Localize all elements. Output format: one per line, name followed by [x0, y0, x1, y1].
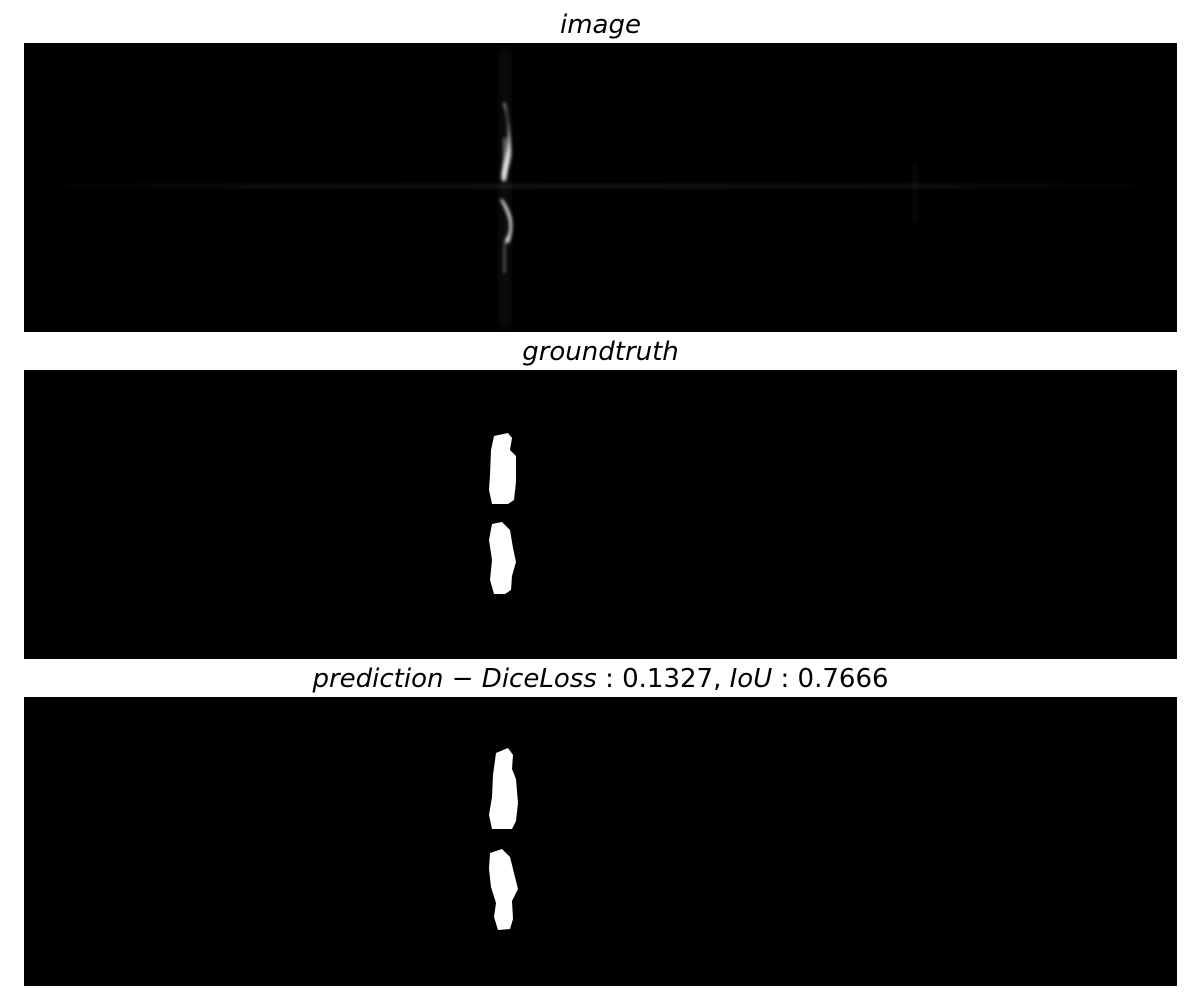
- metric-separator: ,: [713, 664, 730, 694]
- prediction-title-prefix: prediction: [312, 664, 444, 694]
- dice-loss-label: DiceLoss: [481, 664, 597, 694]
- iou-label: IoU: [729, 664, 773, 694]
- dice-loss-value: 0.1327: [622, 664, 714, 694]
- groundtruth-panel-title: groundtruth: [24, 337, 1177, 367]
- iou-colon: :: [772, 664, 798, 694]
- groundtruth-lower-blob: [489, 522, 516, 594]
- prediction-panel: [24, 697, 1177, 986]
- prediction-mask: [24, 697, 1177, 986]
- groundtruth-title-text: groundtruth: [522, 337, 679, 367]
- groundtruth-mask: [24, 370, 1177, 659]
- ultrasound-image: [24, 43, 1177, 332]
- prediction-panel-title: prediction − DiceLoss : 0.1327, IoU : 0.…: [24, 664, 1177, 694]
- image-panel-title: image: [24, 10, 1177, 40]
- image-title-text: image: [560, 10, 641, 40]
- iou-value: 0.7666: [797, 664, 889, 694]
- prediction-title-separator: −: [443, 664, 482, 694]
- image-panel: [24, 43, 1177, 332]
- prediction-lower-blob: [489, 849, 518, 930]
- prediction-upper-blob: [489, 748, 518, 829]
- groundtruth-upper-blob: [489, 433, 516, 504]
- dice-loss-colon: :: [596, 664, 623, 694]
- groundtruth-panel: [24, 370, 1177, 659]
